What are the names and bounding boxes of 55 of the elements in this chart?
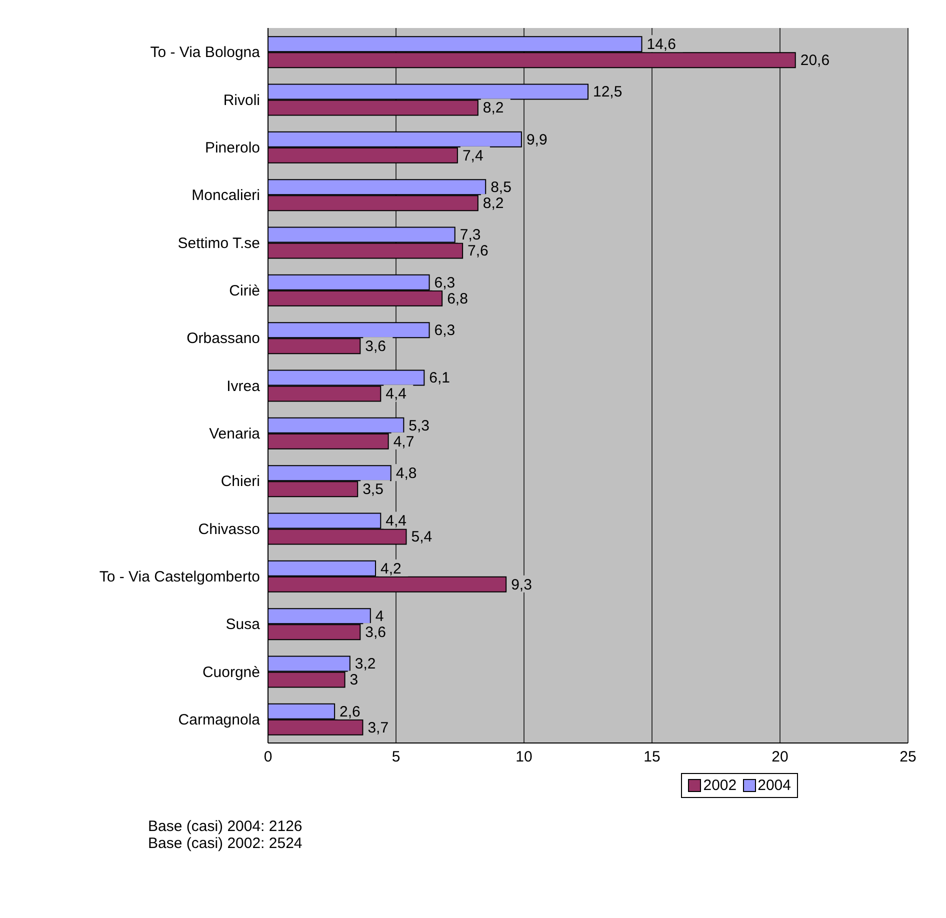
data-label: 2,6 xyxy=(340,703,360,720)
x-tick-label: 20 xyxy=(772,748,788,766)
data-label: 7,4 xyxy=(462,147,484,164)
data-label: 3,7 xyxy=(368,719,389,736)
data-label: 6,3 xyxy=(434,274,456,292)
x-tick-label: 0 xyxy=(264,748,272,766)
data-label: 4,4 xyxy=(386,386,406,403)
y-tick-label: Chieri xyxy=(220,473,260,490)
x-tick-label: 10 xyxy=(516,748,532,766)
y-tick-label: Susa xyxy=(226,616,261,634)
y-tick-label: Ivrea xyxy=(226,378,261,395)
text: Base (casi) 2004: 2126 xyxy=(148,818,304,835)
y-tick-label: Cuorgnè xyxy=(202,664,260,681)
data-label: 5,3 xyxy=(408,417,430,434)
y-tick-label: Ciriè xyxy=(229,282,260,300)
y-tick-label: Orbassano xyxy=(186,330,260,348)
data-label: 20,6 xyxy=(800,52,830,70)
data-label: 9,3 xyxy=(511,576,532,594)
data-label: 4,7 xyxy=(393,433,414,450)
y-tick-label: Moncalieri xyxy=(192,187,260,204)
data-label: 4,8 xyxy=(396,465,417,482)
y-tick-label: Carmagnola xyxy=(178,711,261,728)
data-label: 7,6 xyxy=(468,242,488,260)
data-label: 8,2 xyxy=(482,195,504,212)
y-tick-label: Settimo T.se xyxy=(178,234,260,252)
data-label: 14,6 xyxy=(646,36,676,54)
data-label: 3 xyxy=(350,672,358,689)
data-label: 4 xyxy=(375,608,384,626)
data-label: 12,5 xyxy=(593,84,622,101)
data-label: 3,2 xyxy=(354,656,376,673)
data-label: 3,5 xyxy=(362,481,384,498)
y-tick-label: Rivoli xyxy=(223,92,260,109)
data-label: 4,4 xyxy=(386,512,406,530)
data-label: 8,2 xyxy=(482,100,504,117)
x-tick-label: 15 xyxy=(644,748,660,766)
y-tick-label: Chivasso xyxy=(198,520,260,538)
data-label: 6,3 xyxy=(434,322,456,340)
legend-label: 2002 xyxy=(702,777,737,794)
x-tick-label: 5 xyxy=(392,748,400,766)
data-label: 3,6 xyxy=(365,624,386,642)
data-label: 6,1 xyxy=(429,370,450,387)
y-tick-label: Venaria xyxy=(209,425,261,442)
data-label: 9,9 xyxy=(526,131,548,148)
x-tick-label: 25 xyxy=(900,748,916,766)
data-label: 5,4 xyxy=(411,528,432,546)
legend-label: 2004 xyxy=(756,777,791,794)
data-label: 7,3 xyxy=(460,226,481,244)
y-tick-label: Pinerolo xyxy=(204,139,260,156)
y-tick-label: To - Via Castelgomberto xyxy=(99,568,260,586)
data-label: 8,5 xyxy=(490,179,512,196)
data-label: 4,2 xyxy=(380,560,402,578)
y-tick-label: To - Via Bologna xyxy=(150,44,261,62)
data-label: 3,6 xyxy=(365,338,386,356)
data-label: 6,8 xyxy=(447,290,468,308)
text: Base (casi) 2002: 2524 xyxy=(148,835,304,852)
